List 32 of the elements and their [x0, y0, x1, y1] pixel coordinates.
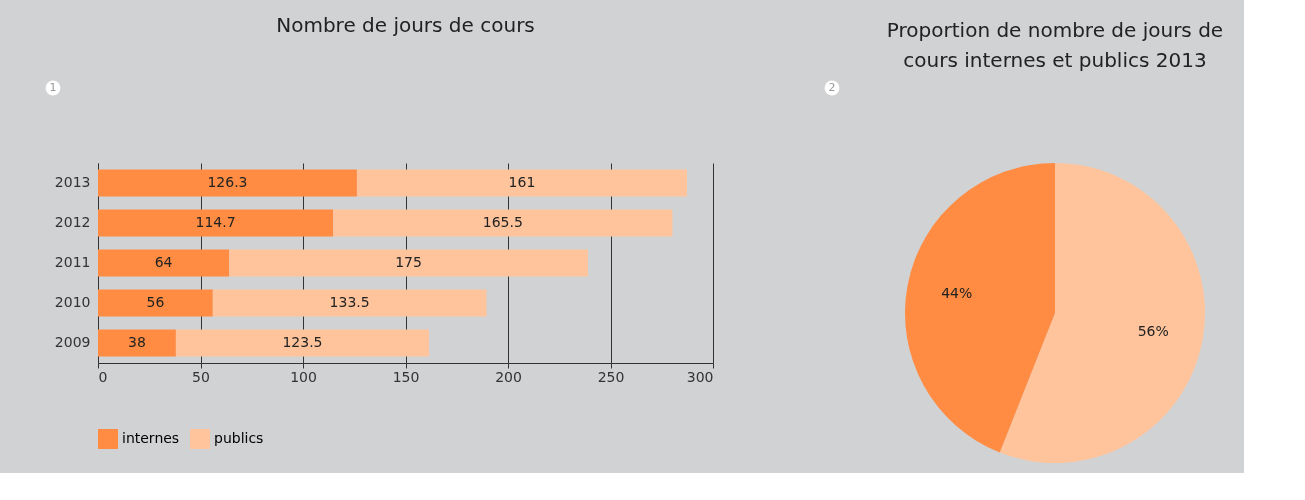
data-label: 64 [154, 254, 173, 270]
y-tick-label: 2013 [54, 174, 91, 190]
pie-slice [999, 163, 1205, 463]
data-label: 175 [395, 254, 422, 270]
x-tick-label: 100 [290, 368, 317, 385]
data-label: 123.5 [282, 334, 323, 350]
x-tick-label: 150 [392, 368, 420, 385]
data-label: 56% [1137, 322, 1169, 339]
pie-slice [905, 163, 1055, 453]
text: 2 [828, 81, 836, 94]
y-tick-label: 2009 [54, 334, 91, 350]
x-tick-label: 250 [597, 368, 625, 385]
data-label: 126.3 [207, 174, 248, 190]
data-label: 133.5 [329, 294, 370, 310]
chart-title: Nombre de jours de cours [276, 12, 535, 37]
legend-label: publics [214, 430, 264, 446]
legend-label: internes [122, 430, 180, 446]
y-tick-label: 2011 [54, 254, 91, 270]
data-label: 44% [941, 285, 973, 302]
chart-title: Proportion de nombre de jours de cours internes et publics 2013 [886, 17, 1224, 72]
y-tick-label: 2010 [54, 294, 91, 310]
text: 1 [49, 81, 57, 94]
x-tick-label: 300 [686, 368, 714, 385]
data-label: 38 [128, 334, 146, 350]
data-label: 161 [508, 174, 536, 190]
data-label: 56 [146, 294, 165, 310]
data-label: 165.5 [482, 214, 523, 230]
x-tick-label: 0 [98, 368, 108, 385]
data-label: 114.7 [195, 214, 236, 230]
x-tick-label: 50 [192, 368, 210, 385]
x-tick-label: 200 [495, 368, 522, 385]
y-tick-label: 2012 [54, 214, 91, 230]
